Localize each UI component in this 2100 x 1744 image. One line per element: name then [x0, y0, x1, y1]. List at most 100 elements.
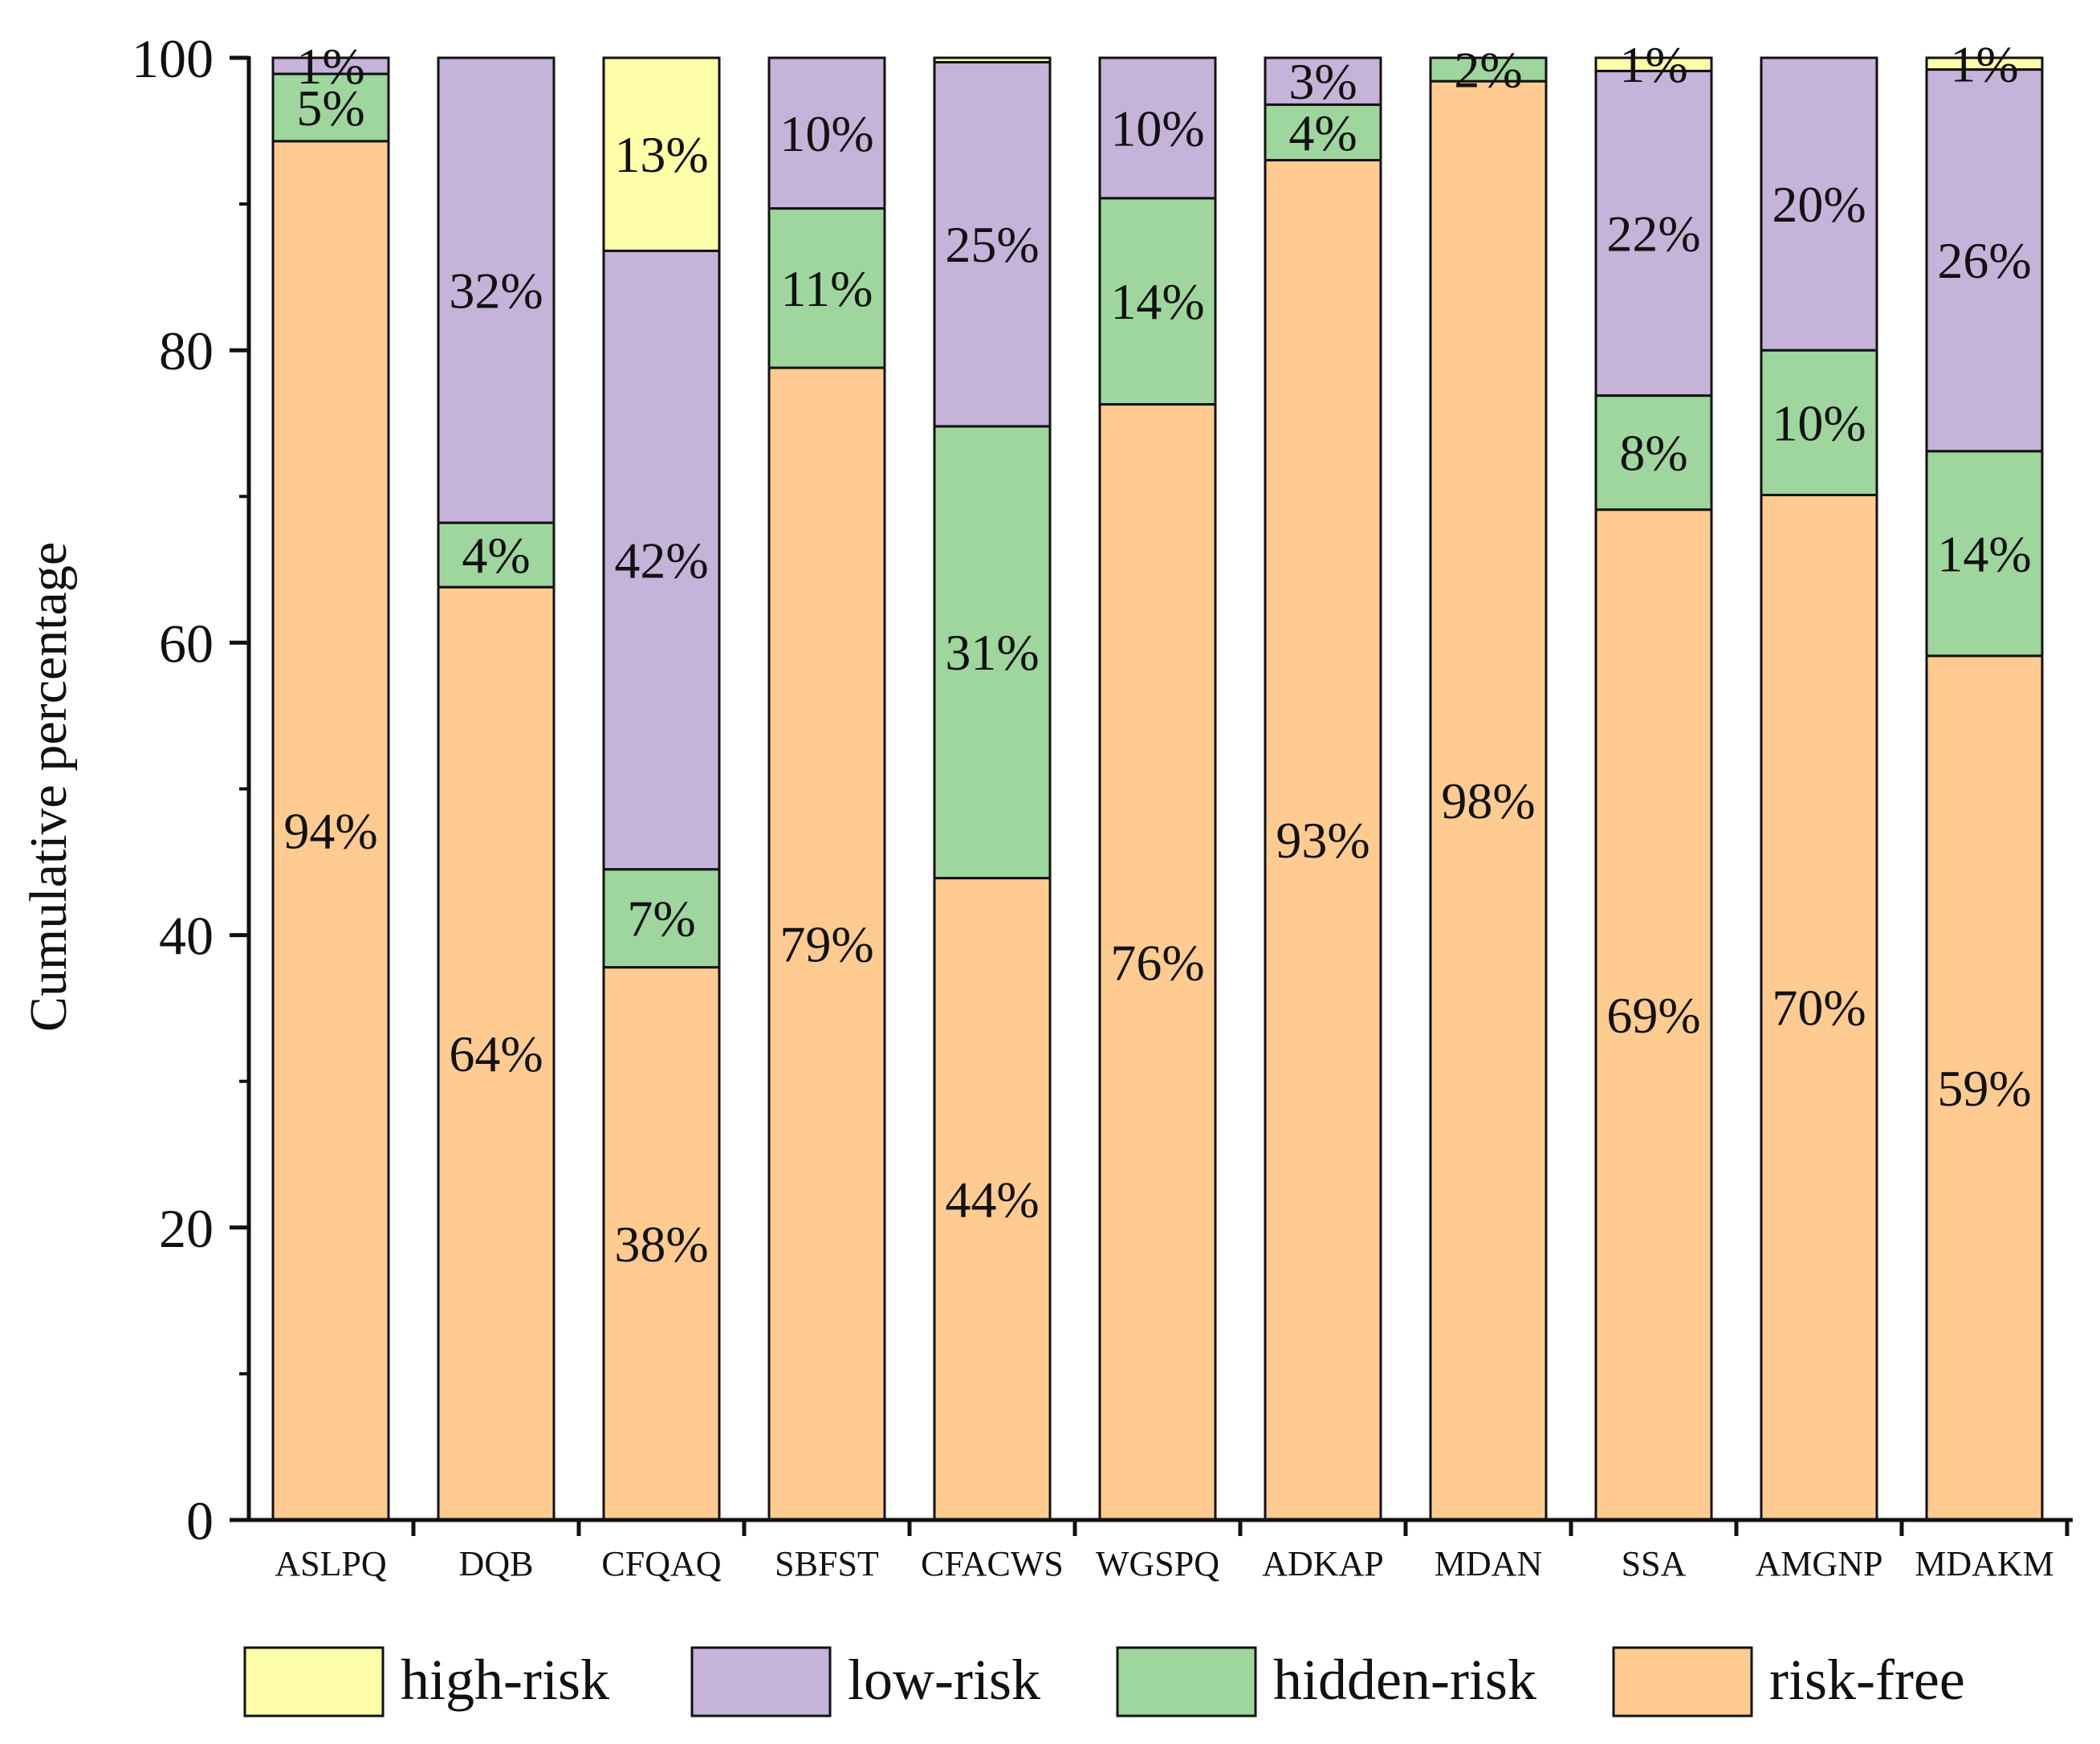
data-label-hidden-risk-ssa: 8% — [1619, 425, 1687, 482]
bar-segment-risk-free-amgnp — [1760, 493, 1878, 1522]
y-tick-label-0: 0 — [186, 1490, 214, 1551]
bar-segment-low-risk-mdakm — [1925, 68, 2044, 453]
x-tick-label-sbfst: SBFST — [775, 1544, 879, 1583]
bars-group — [271, 56, 2044, 1522]
bar-segment-risk-free-sbfst — [767, 366, 886, 1522]
x-tick-label-mdan: MDAN — [1435, 1544, 1542, 1583]
data-label-low-risk-wgspq: 10% — [1110, 100, 1204, 157]
bar-segment-low-risk-ssa — [1594, 69, 1713, 397]
x-tick-label-cfacws: CFACWS — [921, 1544, 1064, 1583]
x-tick-label-adkap: ADKAP — [1262, 1544, 1384, 1583]
data-label-low-risk-sbfst: 10% — [779, 105, 873, 162]
bar-segment-hidden-risk-mdan — [1429, 56, 1548, 83]
legend-swatch-risk-free — [1612, 1646, 1753, 1718]
bar-segment-hidden-risk-cfacws — [933, 425, 1052, 880]
data-label-hidden-risk-sbfst: 11% — [781, 260, 873, 317]
legend: high-risk low-risk hidden-risk risk-free — [243, 1646, 1965, 1718]
legend-label-risk-free: risk-free — [1769, 1648, 1965, 1712]
bar-segment-high-risk-cfacws — [933, 56, 1052, 63]
legend-label-high-risk: high-risk — [401, 1648, 609, 1712]
data-label-hidden-risk-wgspq: 14% — [1110, 273, 1204, 330]
data-label-risk-free-mdan: 98% — [1441, 772, 1535, 829]
bar-segment-risk-free-mdakm — [1925, 654, 2044, 1522]
bar-segment-high-risk-cfqaq — [602, 56, 721, 252]
bar-segment-hidden-risk-mdakm — [1925, 450, 2044, 658]
y-tick-label-100: 100 — [132, 28, 214, 89]
data-label-low-risk-adkap: 3% — [1288, 53, 1357, 110]
data-label-risk-free-dqb: 64% — [449, 1025, 543, 1082]
bar-segment-risk-free-wgspq — [1098, 403, 1217, 1522]
data-label-hidden-risk-aslpq: 5% — [296, 79, 364, 137]
data-label-risk-free-amgnp: 70% — [1772, 980, 1866, 1037]
legend-label-low-risk: low-risk — [848, 1648, 1040, 1712]
bar-segment-hidden-risk-dqb — [437, 521, 556, 589]
y-tick-label-40: 40 — [159, 906, 214, 967]
data-label-risk-free-cfqaq: 38% — [614, 1216, 708, 1273]
data-label-low-risk-dqb: 32% — [449, 263, 543, 320]
data-label-low-risk-mdakm: 26% — [1937, 232, 2031, 289]
bar-segment-risk-free-adkap — [1264, 158, 1382, 1522]
bar-segment-hidden-risk-sbfst — [767, 207, 886, 369]
data-label-hidden-risk-adkap: 4% — [1288, 104, 1357, 161]
bar-segment-hidden-risk-ssa — [1594, 394, 1713, 511]
data-label-risk-free-ssa: 69% — [1606, 987, 1700, 1044]
bar-segment-low-risk-cfacws — [933, 60, 1052, 428]
x-tick-label-amgnp: AMGNP — [1756, 1544, 1883, 1583]
data-label-risk-free-sbfst: 79% — [779, 916, 873, 973]
y-tick-label-80: 80 — [159, 320, 214, 381]
data-label-low-risk-amgnp: 20% — [1772, 176, 1866, 233]
x-tick-label-mdakm: MDAKM — [1915, 1544, 2054, 1583]
bar-segment-risk-free-aslpq — [271, 140, 390, 1522]
bar-segment-hidden-risk-amgnp — [1760, 348, 1878, 496]
bar-segment-low-risk-cfqaq — [602, 249, 721, 871]
data-label-hidden-risk-mdakm: 14% — [1937, 525, 2031, 582]
y-axis-label: Cumulative percentage — [19, 542, 78, 1032]
data-label-hidden-risk-mdan: 2% — [1454, 42, 1522, 99]
y-tick-label-60: 60 — [159, 613, 214, 674]
legend-label-hidden-risk: hidden-risk — [1273, 1648, 1536, 1712]
bar-segment-low-risk-sbfst — [767, 56, 886, 210]
bar-segment-risk-free-dqb — [437, 585, 556, 1522]
legend-swatch-hidden-risk — [1116, 1646, 1257, 1718]
data-label-hidden-risk-cfqaq: 7% — [627, 890, 695, 947]
data-label-risk-free-aslpq: 94% — [283, 802, 377, 859]
data-label-low-risk-cfacws: 25% — [945, 216, 1039, 273]
bar-segment-hidden-risk-adkap — [1264, 103, 1382, 161]
bar-segment-risk-free-cfacws — [933, 877, 1052, 1522]
bar-segment-low-risk-aslpq — [271, 56, 390, 75]
bar-segment-hidden-risk-wgspq — [1098, 197, 1217, 406]
bar-segment-risk-free-ssa — [1594, 508, 1713, 1522]
axes-group: ASLPQ DQB CFQAQ SBFST CFACWS WGSPQ ADKAP MDAN SS… — [132, 28, 2073, 1583]
bar-segment-risk-free-mdan — [1429, 79, 1548, 1522]
data-label-risk-free-adkap: 93% — [1276, 812, 1369, 869]
x-tick-label-wgspq: WGSPQ — [1096, 1544, 1219, 1583]
bar-segment-high-risk-ssa — [1594, 56, 1713, 72]
data-label-high-risk-mdakm: 1% — [1950, 35, 2018, 92]
y-tick-label-20: 20 — [159, 1198, 214, 1259]
bar-segment-low-risk-dqb — [437, 56, 556, 524]
data-label-hidden-risk-amgnp: 10% — [1772, 394, 1866, 451]
data-label-risk-free-mdakm: 59% — [1937, 1060, 2031, 1117]
x-tick-label-cfqaq: CFQAQ — [601, 1544, 721, 1583]
bar-segment-hidden-risk-aslpq — [271, 72, 390, 143]
data-label-high-risk-cfqaq: 13% — [614, 126, 708, 183]
data-label-low-risk-aslpq: 1% — [296, 38, 364, 95]
x-tick-label-dqb: DQB — [459, 1544, 534, 1583]
data-label-risk-free-cfacws: 44% — [945, 1171, 1039, 1228]
legend-swatch-high-risk — [243, 1646, 385, 1718]
bar-segment-hidden-risk-cfqaq — [602, 868, 721, 969]
data-label-risk-free-wgspq: 76% — [1110, 934, 1204, 991]
data-labels-group: 94%5%1%64%4%32%38%7%42%13%79%11%10%44%31… — [283, 35, 2031, 1273]
bar-segment-high-risk-mdakm — [1925, 56, 2044, 71]
data-label-hidden-risk-cfacws: 31% — [945, 624, 1039, 681]
data-label-low-risk-ssa: 22% — [1606, 206, 1700, 263]
x-tick-label-ssa: SSA — [1622, 1544, 1687, 1583]
legend-swatch-low-risk — [690, 1646, 832, 1718]
data-label-high-risk-ssa: 1% — [1619, 36, 1687, 93]
data-label-hidden-risk-dqb: 4% — [462, 527, 530, 584]
bar-segment-low-risk-adkap — [1264, 56, 1382, 106]
data-label-low-risk-cfqaq: 42% — [614, 532, 708, 589]
bar-segment-low-risk-wgspq — [1098, 56, 1217, 200]
x-tick-label-aslpq: ASLPQ — [275, 1544, 387, 1583]
